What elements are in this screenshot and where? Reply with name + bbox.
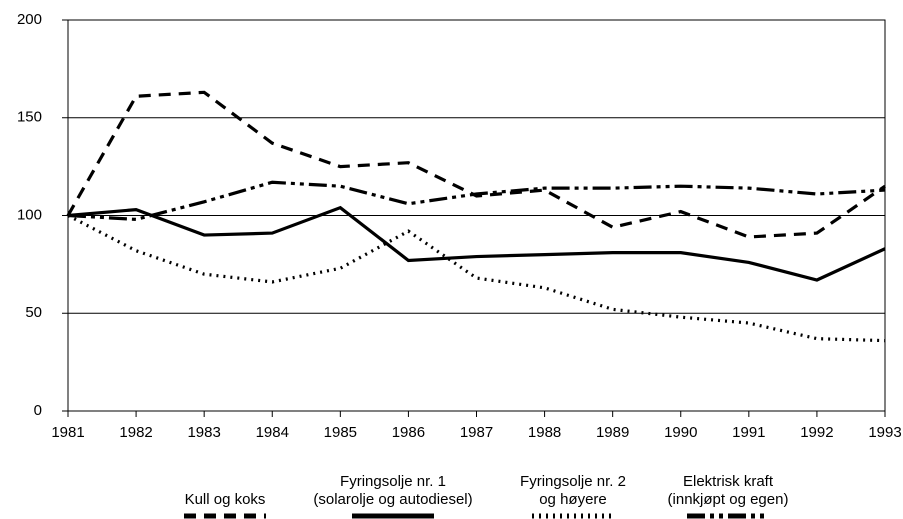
series-line [67,214,886,343]
x-tick-label: 1989 [596,424,629,441]
y-tick-label: 150 [17,109,42,126]
x-tick-label: 1983 [187,424,220,441]
x-tick-label: 1990 [664,424,697,441]
legend-label: Kull og koks [184,491,266,508]
y-tick-label: 100 [17,206,42,223]
legend-label: Fyringsolje nr. 2 og høyere [520,473,626,508]
y-tick-label: 50 [25,304,42,321]
legend-item: Kull og koks [115,491,335,519]
legend-swatch [184,513,266,519]
y-tick-label: 0 [34,402,42,419]
chart: 0 50 100 150 200 1981 1982 1983 1984 1985 1986 1987… [17,11,902,441]
legend-swatch [687,513,769,519]
legend-item: Fyringsolje nr. 2 og høyere [463,473,683,519]
legend-label: Fyringsolje nr. 1 (solarolje og autodies… [313,473,473,508]
x-tick-label: 1984 [256,424,289,441]
x-tick-label: 1982 [119,424,152,441]
x-tick-label: 1986 [392,424,425,441]
legend-item: Elektrisk kraft (innkjøpt og egen) [618,473,838,519]
series-line [67,180,886,222]
legend-swatch [352,513,434,519]
legend-label: Elektrisk kraft (innkjøpt og egen) [667,473,789,508]
legend-item: Fyringsolje nr. 1 (solarolje og autodies… [283,473,503,519]
series-line [67,205,886,282]
x-tick-label: 1992 [800,424,833,441]
series-line [66,90,886,239]
x-tick-label: 1993 [868,424,901,441]
x-tick-label: 1985 [324,424,357,441]
x-tick-label: 1981 [51,424,84,441]
y-tick-label: 200 [17,11,42,28]
x-tick-label: 1988 [528,424,561,441]
legend-swatch [532,513,614,519]
x-tick-label: 1991 [732,424,765,441]
x-tick-label: 1987 [460,424,493,441]
